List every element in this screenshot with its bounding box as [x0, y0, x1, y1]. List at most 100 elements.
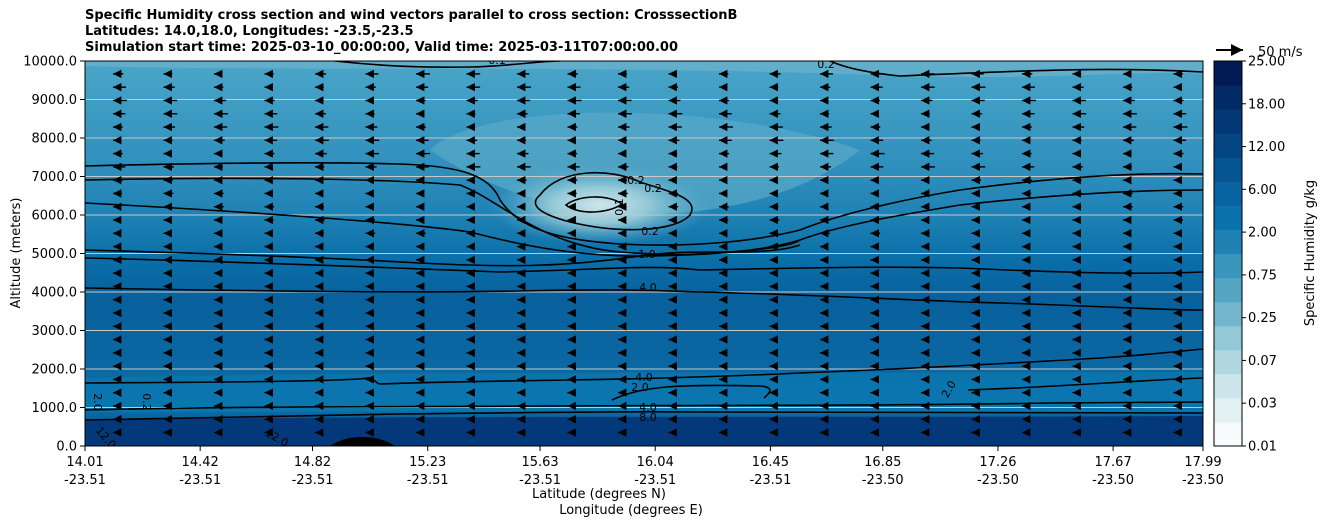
- colorbar-tick-label: 6.00: [1248, 183, 1277, 198]
- x-tick-label-longitude: -23.51: [634, 473, 676, 488]
- colorbar-tick-label: 12.00: [1248, 140, 1285, 155]
- x-tick-label-latitude: 16.04: [637, 455, 674, 470]
- y-tick-label: 3000.0: [32, 324, 78, 339]
- colorbar-label: Specific Humidity g/kg: [1303, 180, 1318, 326]
- y-tick-label: 0.0: [56, 440, 77, 455]
- x-tick-label-longitude: -23.51: [407, 473, 449, 488]
- contour-label: 0.2: [641, 225, 659, 238]
- chart-title-line-3: Simulation start time: 2025-03-10_00:00:…: [85, 40, 678, 55]
- contour-label: 0.2: [644, 182, 662, 195]
- colorbar-tick-label: 0.03: [1248, 397, 1277, 412]
- x-tick-label-latitude: 14.01: [66, 455, 103, 470]
- contour-line: [85, 244, 801, 267]
- x-tick-label-longitude: -23.50: [977, 473, 1019, 488]
- y-tick-label: 5000.0: [32, 247, 78, 262]
- contour-line: [534, 172, 693, 231]
- colorbar-swatch: [1214, 85, 1242, 110]
- x-tick-label-longitude: -23.50: [1092, 473, 1134, 488]
- x-tick-label-latitude: 14.82: [294, 455, 331, 470]
- x-tick-label-latitude: 17.99: [1184, 455, 1221, 470]
- y-tick-label: 9000.0: [32, 93, 78, 108]
- colorbar-swatch: [1214, 61, 1242, 86]
- contour-label: 0.2: [140, 393, 153, 411]
- colorbar-swatch: [1214, 373, 1242, 399]
- wind-key: 50 m/s: [1216, 44, 1303, 60]
- colorbar-swatch: [1214, 397, 1242, 423]
- x-tick-label-latitude: 17.67: [1095, 455, 1132, 470]
- contour-line: [85, 348, 1203, 385]
- contour-label: 2.0: [91, 393, 104, 411]
- y-tick-label: 2000.0: [32, 363, 78, 378]
- colorbar-swatch: [1214, 277, 1242, 303]
- contour-label: 4.0: [635, 371, 653, 384]
- y-axis-label: Altitude (meters): [9, 198, 24, 309]
- contour-line: [334, 61, 561, 69]
- y-tick-label: 4000.0: [32, 286, 78, 301]
- contour-line: [611, 384, 771, 401]
- colorbar-tick-label: 25.00: [1248, 55, 1285, 70]
- contour-label: 4.0: [639, 281, 657, 294]
- colorbar-tick-label: 0.01: [1248, 440, 1277, 455]
- colorbar-swatch: [1214, 421, 1242, 447]
- x-tick-label-longitude: -23.51: [179, 473, 221, 488]
- x-tick-label-longitude: -23.51: [292, 473, 334, 488]
- contour-label: 2.0: [631, 381, 649, 394]
- contour-label: 0.1: [488, 54, 506, 67]
- x-tick-label-latitude: 15.63: [521, 455, 558, 470]
- x-tick-label-longitude: -23.50: [862, 473, 904, 488]
- contour-line: [85, 410, 1203, 421]
- colorbar-swatch: [1214, 109, 1242, 134]
- x-tick-label-longitude: -23.51: [519, 473, 561, 488]
- contour-line: [85, 401, 1203, 411]
- chart-title-line-1: Specific Humidity cross section and wind…: [85, 8, 738, 23]
- dry-region-core: [490, 165, 710, 245]
- contour-label: 4.0: [639, 401, 657, 414]
- x-axis-label-longitude: Longitude (degrees E): [559, 503, 703, 518]
- contour-label: 8.0: [639, 411, 657, 424]
- colorbar-tick-label: 2.00: [1248, 226, 1277, 241]
- humidity-field: 0.1 0.20.20.20.10.21.04.04.02.0 2.04.08.02…: [85, 54, 1203, 446]
- colorbar: 0.01 0.03 0.07 0.25 0.75 2.00 6.00 12.00 18.00 25…: [1213, 55, 1285, 455]
- colorbar-swatch: [1214, 253, 1242, 279]
- chart-title-line-2: Latitudes: 14.0,18.0, Longitudes: -23.5,…: [85, 24, 414, 39]
- contour-label: 0.2: [817, 58, 835, 71]
- contour-label: 1.0: [638, 248, 656, 261]
- colorbar-swatch: [1214, 229, 1242, 255]
- x-tick-label-latitude: 15.23: [409, 455, 446, 470]
- wind-key-label: 50 m/s: [1258, 45, 1303, 60]
- colorbar-swatch: [1214, 325, 1242, 351]
- colorbar-swatch: [1214, 181, 1242, 206]
- x-tick-label-latitude: 17.26: [979, 455, 1016, 470]
- colorbar-swatch: [1214, 205, 1242, 231]
- x-tick-label-longitude: -23.50: [1182, 473, 1224, 488]
- colorbar-frame: [1213, 60, 1243, 447]
- colorbar-tick-label: 18.00: [1248, 97, 1285, 112]
- x-tick-label-longitude: -23.51: [749, 473, 791, 488]
- x-axis: 14.01 -23.51 14.42 -23.51 14.82 -23.51 15.23 -2…: [64, 446, 1224, 488]
- contour-label: 0.2: [627, 174, 645, 187]
- colorbar-tick-label: 0.07: [1248, 354, 1277, 369]
- colorbar-tick-label: 0.75: [1248, 268, 1277, 283]
- contour-lines: [85, 61, 1203, 421]
- contour-line: [829, 61, 1203, 77]
- x-axis-label-latitude: Latitude (degrees N): [532, 487, 666, 502]
- x-tick-label-latitude: 16.85: [864, 455, 901, 470]
- colorbar-swatch: [1214, 157, 1242, 182]
- y-axis: 0.0 1000.0 2000.0 3000.0 4000.0 5000.0 6000.0 7…: [23, 55, 85, 455]
- colorbar-swatch: [1214, 133, 1242, 158]
- x-tick-label-latitude: 16.45: [752, 455, 789, 470]
- colorbar-swatch: [1214, 349, 1242, 375]
- colorbar-tick-label: 0.25: [1248, 311, 1277, 326]
- y-tick-label: 10000.0: [23, 55, 77, 70]
- contour-line: [85, 287, 1203, 311]
- y-tick-label: 6000.0: [32, 209, 78, 224]
- y-tick-label: 1000.0: [32, 401, 78, 416]
- wind-vectors: [113, 69, 1188, 437]
- terrain: [330, 436, 395, 446]
- x-tick-label-latitude: 14.42: [182, 455, 219, 470]
- colorbar-swatch: [1214, 301, 1242, 327]
- y-tick-label: 8000.0: [32, 132, 78, 147]
- y-tick-label: 7000.0: [32, 170, 78, 185]
